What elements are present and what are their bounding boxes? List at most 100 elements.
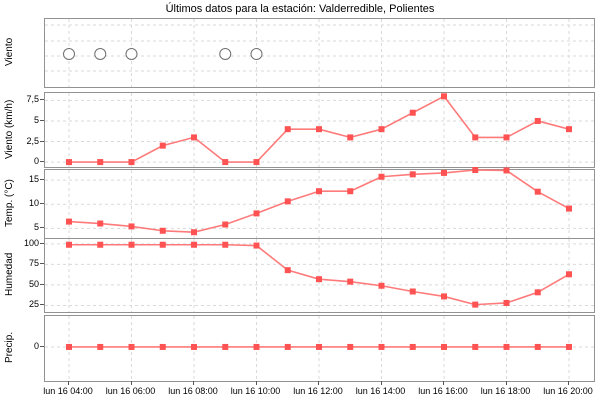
data-marker xyxy=(566,343,572,350)
data-marker xyxy=(222,343,229,350)
data-marker xyxy=(472,167,479,173)
y-tick-mark xyxy=(40,140,44,142)
data-marker xyxy=(316,188,322,195)
data-marker xyxy=(441,169,447,176)
data-marker xyxy=(409,288,416,295)
y-tick-mark xyxy=(40,263,44,265)
data-marker xyxy=(253,242,260,249)
data-marker xyxy=(284,343,291,350)
data-marker xyxy=(378,173,385,180)
calm-wind-circle xyxy=(63,48,75,61)
y-tick-label: 15 xyxy=(28,174,39,185)
data-marker xyxy=(191,343,197,350)
y-tick-label: 10 xyxy=(28,198,39,209)
y-tick-mark xyxy=(40,203,44,205)
data-marker xyxy=(409,171,416,178)
x-tick-label: lun 16 08:00 xyxy=(168,386,218,396)
chart-title: Últimos datos para la estación: Valderre… xyxy=(165,3,435,15)
data-marker xyxy=(191,134,197,141)
calm-wind-circle xyxy=(125,48,138,61)
x-tick-label: lun 16 10:00 xyxy=(230,386,281,396)
data-marker xyxy=(159,142,166,149)
data-marker xyxy=(284,198,291,205)
x-tick-mark xyxy=(68,381,69,385)
data-marker xyxy=(378,343,385,350)
data-marker xyxy=(534,117,541,124)
y-tick-mark xyxy=(40,119,44,121)
x-tick-label: lun 16 06:00 xyxy=(105,386,156,396)
y-tick-mark xyxy=(40,345,44,347)
data-marker xyxy=(159,241,166,248)
data-marker xyxy=(378,126,385,133)
data-marker xyxy=(503,134,510,141)
calm-wind-circle xyxy=(219,48,232,61)
y-tick-label: 75 xyxy=(28,258,39,269)
panel-wind-direction xyxy=(44,18,595,88)
data-marker xyxy=(409,109,416,116)
y-tick-label: 0 xyxy=(33,340,39,351)
data-marker xyxy=(66,159,72,166)
data-marker xyxy=(97,241,104,248)
y-tick-label: 7,5 xyxy=(26,94,39,105)
x-tick-mark xyxy=(130,381,132,385)
data-marker xyxy=(97,343,104,350)
x-tick-mark xyxy=(255,381,257,385)
y-tick-label: 2,5 xyxy=(26,135,39,146)
data-marker xyxy=(66,343,72,350)
data-marker xyxy=(378,282,385,289)
data-marker xyxy=(566,205,572,212)
y-tick-mark xyxy=(40,179,44,181)
data-marker xyxy=(566,271,572,278)
data-marker xyxy=(534,289,541,296)
y-tick-label: 25 xyxy=(28,299,39,310)
data-marker xyxy=(534,188,541,195)
data-marker xyxy=(472,301,479,308)
y-tick-mark xyxy=(40,242,44,244)
data-marker xyxy=(409,343,416,350)
data-marker xyxy=(503,299,510,306)
data-marker xyxy=(222,221,229,228)
x-tick-mark xyxy=(568,381,569,385)
x-tick-label: lun 16 12:00 xyxy=(293,386,343,396)
y-tick-mark xyxy=(40,99,44,101)
x-tick-label: lun 16 20:00 xyxy=(543,386,593,396)
calm-wind-circle xyxy=(250,48,263,61)
panel-humidity xyxy=(44,238,595,313)
data-marker xyxy=(128,159,135,166)
data-marker xyxy=(284,267,291,274)
data-marker xyxy=(534,343,541,350)
data-marker xyxy=(191,229,197,236)
x-tick-mark xyxy=(505,381,507,385)
data-marker xyxy=(347,188,354,195)
data-marker xyxy=(566,126,572,133)
data-marker xyxy=(222,159,229,166)
y-tick-label: 50 xyxy=(28,278,39,289)
data-marker xyxy=(347,134,354,141)
data-marker xyxy=(253,210,260,217)
data-marker xyxy=(128,241,135,248)
x-tick-label: lun 16 14:00 xyxy=(355,386,406,396)
data-marker xyxy=(284,126,291,133)
y-tick-mark xyxy=(40,304,44,306)
y-tick-label: 5 xyxy=(33,114,39,125)
data-marker xyxy=(191,241,197,248)
data-marker xyxy=(128,223,135,230)
data-marker xyxy=(128,343,135,350)
y-tick-mark xyxy=(40,227,44,229)
data-marker xyxy=(347,343,354,350)
y-tick-label: 100 xyxy=(23,237,39,248)
x-tick-label: lun 16 16:00 xyxy=(418,386,468,396)
x-tick-label: lun 16 18:00 xyxy=(480,386,531,396)
data-marker xyxy=(347,278,354,285)
data-marker xyxy=(97,159,104,166)
y-tick-mark xyxy=(40,283,44,285)
y-tick-label: 0 xyxy=(33,156,39,167)
x-tick-mark xyxy=(318,381,319,385)
data-marker xyxy=(97,220,104,227)
y-tick-label: 5 xyxy=(33,222,39,233)
x-tick-mark xyxy=(380,381,382,385)
data-marker xyxy=(472,343,479,350)
data-marker xyxy=(316,126,322,133)
data-marker xyxy=(222,241,229,248)
